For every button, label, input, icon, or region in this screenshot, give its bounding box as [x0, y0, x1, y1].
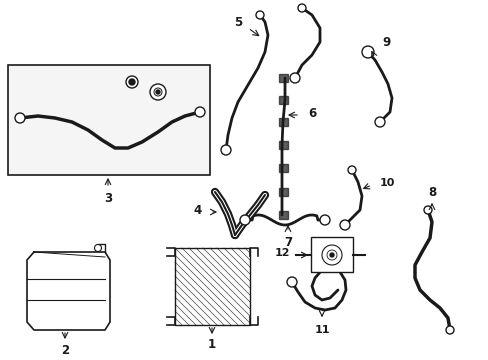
Circle shape: [329, 253, 333, 257]
Circle shape: [321, 245, 341, 265]
Bar: [310, 237, 352, 272]
Circle shape: [339, 220, 349, 230]
Circle shape: [150, 84, 165, 100]
Text: 1: 1: [207, 338, 216, 351]
Bar: [8, 65, 209, 175]
Circle shape: [94, 244, 102, 252]
Circle shape: [326, 250, 336, 260]
Bar: [279, 118, 287, 126]
Bar: [279, 141, 287, 149]
Bar: [279, 188, 287, 196]
Circle shape: [15, 113, 25, 123]
Circle shape: [445, 326, 453, 334]
Text: 5: 5: [233, 15, 242, 28]
Text: 2: 2: [61, 343, 69, 356]
Bar: [279, 164, 287, 172]
Text: 12: 12: [274, 248, 289, 258]
Circle shape: [126, 76, 138, 88]
Bar: [279, 96, 287, 104]
Circle shape: [240, 215, 249, 225]
Bar: [279, 211, 287, 219]
Circle shape: [297, 4, 305, 12]
Bar: [175, 248, 249, 325]
Circle shape: [286, 277, 296, 287]
Bar: [279, 74, 287, 82]
Text: 6: 6: [307, 107, 316, 120]
Circle shape: [129, 79, 135, 85]
Circle shape: [221, 145, 230, 155]
Circle shape: [156, 90, 160, 94]
Text: 11: 11: [314, 325, 329, 335]
Text: 4: 4: [193, 203, 202, 216]
Circle shape: [319, 215, 329, 225]
Polygon shape: [27, 252, 110, 330]
Circle shape: [361, 46, 373, 58]
Text: 3: 3: [104, 192, 112, 204]
Circle shape: [195, 107, 204, 117]
Text: 7: 7: [284, 235, 291, 248]
Text: 10: 10: [379, 178, 395, 188]
Circle shape: [154, 88, 162, 96]
Text: 9: 9: [381, 36, 389, 49]
Circle shape: [374, 117, 384, 127]
Circle shape: [289, 73, 299, 83]
Circle shape: [256, 11, 264, 19]
Circle shape: [347, 166, 355, 174]
Circle shape: [423, 206, 431, 214]
Text: 8: 8: [427, 185, 435, 198]
